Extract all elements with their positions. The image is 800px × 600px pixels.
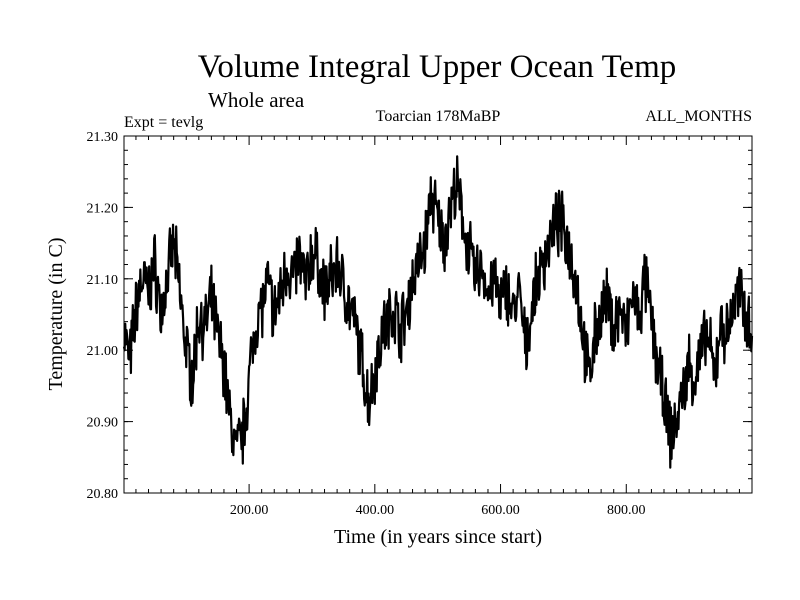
y-axis: 20.80 20.90 21.00 21.10 21.20 21.30 bbox=[87, 130, 752, 502]
chart-title: Volume Integral Upper Ocean Temp bbox=[198, 49, 676, 85]
y-tick-label: 21.00 bbox=[87, 344, 119, 359]
x-tick-label: 600.00 bbox=[481, 503, 520, 518]
period-label: Toarcian 178MaBP bbox=[376, 108, 501, 125]
y-tick-label: 21.30 bbox=[87, 130, 119, 145]
months-label: ALL_MONTHS bbox=[645, 108, 752, 125]
x-axis-label: Time (in years since start) bbox=[334, 526, 542, 548]
y-tick-label: 21.10 bbox=[87, 273, 119, 288]
x-axis: 200.00 400.00 600.00 800.00 bbox=[135, 136, 740, 518]
x-tick-label: 800.00 bbox=[607, 503, 646, 518]
y-axis-label: Temperature (in C) bbox=[45, 238, 67, 391]
y-tick-label: 21.20 bbox=[87, 201, 119, 216]
chart-subtitle: Whole area bbox=[208, 88, 305, 112]
x-tick-label: 400.00 bbox=[356, 503, 395, 518]
x-tick-label: 200.00 bbox=[230, 503, 269, 518]
y-tick-label: 20.90 bbox=[87, 416, 119, 431]
temperature-series-line bbox=[122, 155, 754, 469]
y-tick-label: 20.80 bbox=[87, 487, 119, 502]
experiment-label: Expt = tevlg bbox=[124, 114, 203, 131]
